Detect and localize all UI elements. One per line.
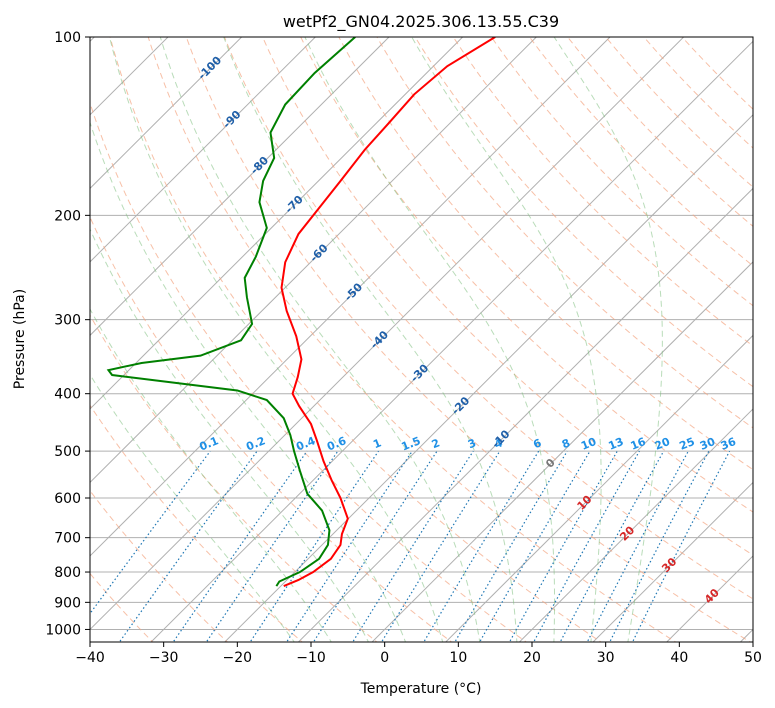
mixing-ratio-line (454, 450, 568, 642)
mixing-ratio-label: 20 (653, 435, 672, 453)
axes: −40 −30 −20 −10 0 10 20 30 40 50 100 200 300 400 500 60… (45, 30, 762, 666)
mixing-ratio-label: 8 (560, 436, 572, 451)
x-tick-label: 30 (597, 650, 615, 666)
isotherm-line (297, 187, 753, 642)
mixing-ratio-line (631, 450, 731, 642)
x-tick-label: −30 (149, 650, 179, 666)
mixing-ratio-label: 1 (371, 436, 383, 451)
isotherm-line (90, 37, 464, 410)
isotherm-line (518, 408, 753, 642)
dry-adiabat (109, 37, 602, 642)
moist-adiabat (159, 37, 481, 642)
isotherm-line (90, 37, 390, 337)
isotherm-line (592, 481, 753, 642)
moist-adiabat (90, 307, 332, 642)
dry-adiabat (338, 37, 753, 471)
isotherm-line (150, 40, 753, 642)
y-tick-label: 400 (54, 387, 81, 403)
y-tick-label: 300 (54, 313, 81, 329)
mixing-ratio-label: 10 (579, 435, 598, 453)
y-tick-label: 900 (54, 595, 81, 611)
moist-adiabat (553, 37, 663, 642)
mixing-ratio-label: 13 (606, 435, 625, 453)
y-tick-label: 200 (54, 208, 81, 224)
x-tick-label: 40 (670, 650, 688, 666)
isotherm-line (224, 114, 753, 642)
x-tick-label: −40 (75, 650, 105, 666)
moist-adiabat (223, 37, 518, 642)
moist-adiabat (90, 227, 369, 642)
dry-adiabat (90, 489, 229, 642)
mixing-ratio-line (380, 450, 501, 642)
x-tick-label: 20 (523, 650, 541, 666)
isotherm-line (445, 334, 753, 642)
plot-area: 0.1 0.2 0.4 0.6 1 1.5 2 3 4 6 8 10 13 16 20 25 30 36-100-… (90, 37, 753, 642)
dry-adiabat (414, 37, 753, 388)
mixing-ratio-label: 30 (698, 435, 717, 453)
moist-adiabat (90, 373, 295, 642)
y-tick-label: 700 (54, 531, 81, 547)
dry-adiabat (90, 404, 303, 642)
y-tick-label: 600 (54, 491, 81, 507)
mixing-ratio-line (285, 450, 413, 642)
mixing-ratio-label: 2 (430, 436, 442, 451)
moist-adiabat (304, 37, 556, 642)
dry-adiabat (262, 37, 753, 556)
dry-adiabat (376, 37, 753, 429)
y-tick-label: 500 (54, 444, 81, 460)
isotherm-line (90, 37, 611, 557)
dewpoint-profile-line (106, 37, 356, 587)
x-tick-label: 0 (380, 650, 389, 666)
mixing-ratio-line (172, 450, 308, 642)
temperature-profile-line (280, 37, 496, 588)
moist-adiabat (411, 37, 602, 642)
y-tick-label: 800 (54, 565, 81, 581)
dry-adiabat (223, 37, 753, 600)
moist-adiabat (109, 37, 444, 642)
mixing-ratio-line (559, 450, 665, 642)
mixing-ratio-line (90, 450, 211, 615)
mixing-ratio-line (352, 450, 474, 642)
mixing-ratio-line (118, 450, 258, 642)
mixing-ratio-line (609, 450, 710, 642)
x-tick-label: −10 (296, 650, 326, 666)
mixing-ratio-label: 16 (629, 435, 648, 453)
mixing-ratio-label: 3 (466, 436, 478, 451)
mixing-ratio-line (586, 450, 689, 642)
y-tick-label: 1000 (45, 622, 81, 638)
mixing-ratio-line (479, 450, 591, 642)
dry-adiabat (490, 37, 753, 307)
mixing-ratio-line (312, 450, 438, 642)
x-tick-label: 50 (744, 650, 762, 666)
mixing-ratio-label: 25 (678, 435, 697, 453)
isotherm-line (90, 37, 538, 484)
dry-adiabat (185, 37, 752, 642)
x-tick-label: −20 (223, 650, 253, 666)
y-tick-label: 100 (54, 30, 81, 46)
isotherm-line (371, 261, 753, 642)
x-tick-label: 10 (449, 650, 467, 666)
isotherm-line (90, 37, 243, 190)
chart-title: wetPf2_GN04.2025.306.13.55.C39 (283, 12, 559, 32)
dry-adiabat (300, 37, 753, 513)
isotherm-line (90, 37, 685, 631)
plot-frame (89, 36, 754, 643)
moist-adiabat (90, 120, 407, 642)
dry-adiabat (90, 314, 378, 642)
mixing-ratio-line (249, 450, 380, 642)
dry-adiabat (147, 37, 677, 642)
y-axis-label: Pressure (hPa) (12, 289, 28, 389)
dry-adiabat (452, 37, 753, 347)
x-axis-label: Temperature (°C) (360, 681, 482, 697)
mixing-ratio-label: 36 (719, 435, 738, 453)
mixing-ratio-line (205, 450, 339, 642)
